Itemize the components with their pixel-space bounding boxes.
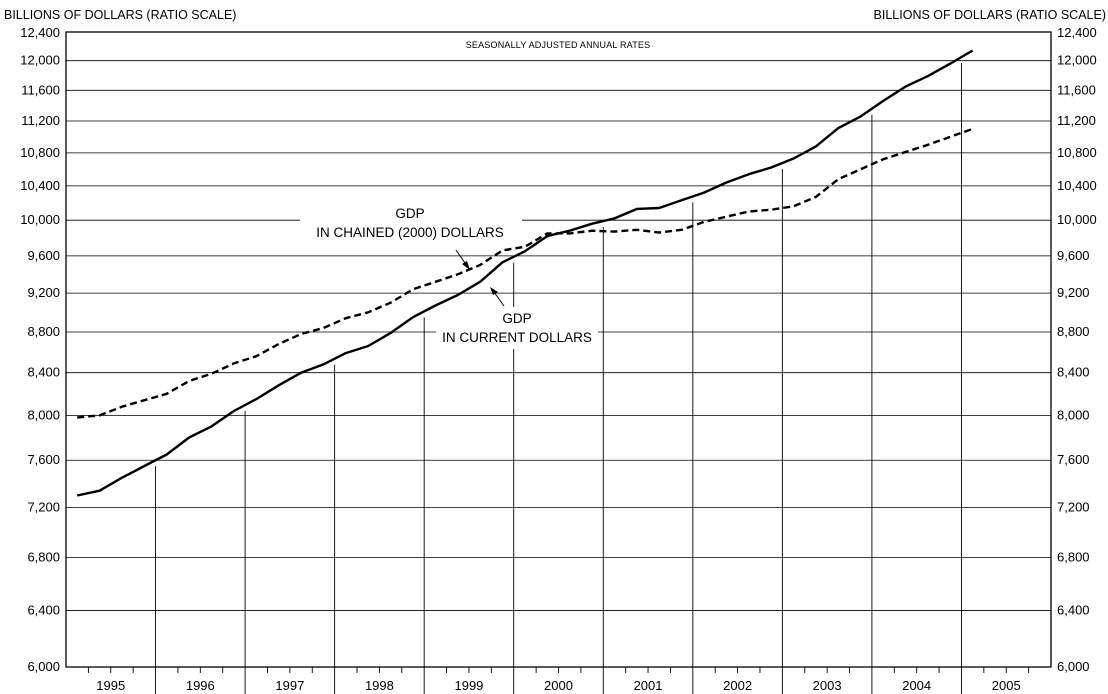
x-axis-ticks <box>87 667 1030 673</box>
gdp-current-dollars-line <box>76 49 974 497</box>
right-y-tick-label: 8,400 <box>1057 365 1090 380</box>
chained-annotation-line2: IN CHAINED (2000) DOLLARS <box>316 225 504 240</box>
left-y-tick-label: 7,200 <box>27 500 60 515</box>
left-y-tick-label: 6,800 <box>27 550 60 565</box>
right-y-tick-label: 11,600 <box>1057 82 1096 97</box>
left-y-axis-ticks: 6,000 6,400 6,800 7,200 7,600 8,000 8,400 8,800… <box>20 25 60 674</box>
left-axis-title: BILLIONS OF DOLLARS (RATIO SCALE) <box>4 8 236 22</box>
right-y-tick-label: 7,200 <box>1057 500 1090 515</box>
year-label: 2000 <box>544 678 573 693</box>
left-y-tick-label: 10,000 <box>20 212 60 227</box>
right-y-tick-label: 8,000 <box>1057 407 1090 422</box>
year-label: 1997 <box>275 678 304 693</box>
year-dividers <box>155 63 962 694</box>
chained-annotation: GDP IN CHAINED (2000) DOLLARS <box>300 202 522 270</box>
current-annotation-arrow-line <box>493 291 505 307</box>
right-y-tick-label: 11,200 <box>1057 113 1096 128</box>
grid-lines <box>66 60 1051 611</box>
current-annotation-line2: IN CURRENT DOLLARS <box>442 330 592 345</box>
right-y-axis-ticks: 6,000 6,400 6,800 7,200 7,600 8,000 8,400 8,800… <box>1057 25 1097 674</box>
chained-annotation-arrowhead <box>462 261 470 270</box>
left-y-tick-label: 6,400 <box>27 603 60 618</box>
left-y-tick-label: 11,600 <box>21 82 60 97</box>
year-label: 1999 <box>454 678 483 693</box>
left-y-tick-label: 9,600 <box>27 248 60 263</box>
year-label: 2001 <box>634 678 663 693</box>
left-y-tick-label: 12,000 <box>20 53 60 68</box>
year-label: 1996 <box>186 678 215 693</box>
year-label: 2002 <box>723 678 752 693</box>
right-y-tick-label: 6,400 <box>1057 603 1090 618</box>
year-label: 1998 <box>365 678 394 693</box>
x-axis-year-labels: 1995 1996 1997 1998 1999 2000 2001 2002 2003 2004… <box>96 678 1020 693</box>
right-y-tick-label: 6,800 <box>1057 550 1090 565</box>
chained-annotation-line1: GDP <box>395 206 424 221</box>
year-label: 2004 <box>902 678 931 693</box>
right-y-tick-label: 12,400 <box>1057 25 1097 40</box>
left-y-tick-label: 8,400 <box>27 365 60 380</box>
series-layer <box>76 49 974 497</box>
left-y-tick-label: 10,400 <box>20 178 60 193</box>
left-y-tick-label: 8,000 <box>27 407 60 422</box>
right-y-tick-label: 9,200 <box>1057 285 1090 300</box>
left-y-tick-label: 8,800 <box>27 324 60 339</box>
right-axis-title: BILLIONS OF DOLLARS (RATIO SCALE) <box>874 8 1106 22</box>
left-y-tick-label: 7,600 <box>27 452 60 467</box>
left-y-tick-label: 10,800 <box>20 145 60 160</box>
right-y-tick-label: 12,000 <box>1057 53 1097 68</box>
plot-frame <box>65 31 1052 668</box>
right-y-tick-label: 10,400 <box>1057 178 1097 193</box>
year-label: 1995 <box>96 678 125 693</box>
seasonal-note: SEASONALLY ADJUSTED ANNUAL RATES <box>466 40 651 50</box>
left-y-tick-label: 12,400 <box>20 25 60 40</box>
right-y-tick-label: 8,800 <box>1057 324 1090 339</box>
year-label: 2005 <box>992 678 1021 693</box>
current-annotation-arrowhead <box>490 287 498 295</box>
left-y-tick-label: 9,200 <box>27 285 60 300</box>
current-annotation: GDP IN CURRENT DOLLARS <box>436 287 598 349</box>
right-y-tick-label: 7,600 <box>1057 452 1090 467</box>
left-y-tick-label: 11,200 <box>21 113 60 128</box>
left-y-tick-label: 6,000 <box>27 659 60 674</box>
year-label: 2003 <box>813 678 842 693</box>
right-y-tick-label: 9,600 <box>1057 248 1090 263</box>
right-y-tick-label: 10,000 <box>1057 212 1097 227</box>
gdp-chained-dollars-line <box>77 127 974 419</box>
right-y-tick-label: 6,000 <box>1057 659 1090 674</box>
right-y-tick-label: 10,800 <box>1057 145 1097 160</box>
current-annotation-line1: GDP <box>502 311 531 326</box>
